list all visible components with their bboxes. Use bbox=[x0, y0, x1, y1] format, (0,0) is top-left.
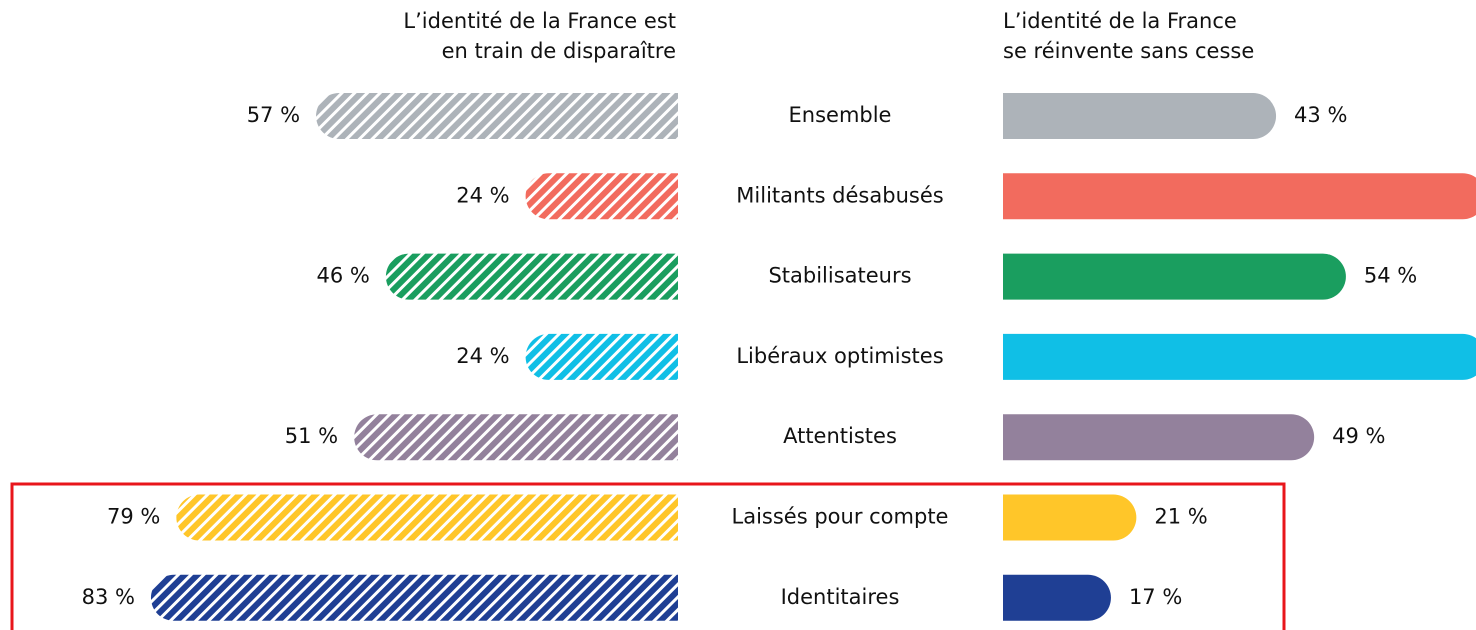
bar bbox=[1003, 253, 1346, 300]
category-label: Ensemble bbox=[789, 103, 892, 127]
value-label: 46 % bbox=[317, 264, 370, 288]
value-label: 49 % bbox=[1332, 424, 1385, 448]
bar bbox=[354, 414, 678, 461]
value-label: 21 % bbox=[1154, 505, 1207, 529]
value-label: 79 % bbox=[107, 505, 160, 529]
left-series-title: L’identité de la France est en train de … bbox=[403, 9, 676, 63]
bar bbox=[1003, 173, 1476, 220]
bar bbox=[1003, 494, 1137, 541]
bar bbox=[150, 574, 678, 621]
category-label: Laissés pour compte bbox=[732, 505, 949, 529]
category-label: Stabilisateurs bbox=[768, 264, 911, 288]
bar bbox=[525, 333, 678, 380]
bar bbox=[1003, 333, 1476, 380]
highlight-box bbox=[10, 482, 1286, 630]
category-label: Attentistes bbox=[783, 424, 897, 448]
bar bbox=[316, 93, 678, 139]
value-label: 57 % bbox=[247, 103, 300, 127]
bar bbox=[176, 494, 678, 541]
bar bbox=[525, 173, 678, 220]
bar bbox=[1003, 574, 1111, 621]
value-label: 43 % bbox=[1294, 103, 1347, 127]
value-label: 24 % bbox=[456, 344, 509, 368]
bar bbox=[385, 253, 678, 300]
value-label: 54 % bbox=[1364, 264, 1417, 288]
value-label: 24 % bbox=[456, 183, 509, 207]
category-label: Militants désabusés bbox=[736, 183, 943, 207]
value-label: 51 % bbox=[285, 424, 338, 448]
bar bbox=[1003, 93, 1277, 139]
right-series-title: L’identité de la France se réinvente san… bbox=[1003, 9, 1255, 63]
category-label: Libéraux optimistes bbox=[736, 344, 943, 368]
value-label: 83 % bbox=[82, 585, 135, 609]
category-label: Identitaires bbox=[781, 585, 900, 609]
value-label: 17 % bbox=[1129, 585, 1182, 609]
bar bbox=[1003, 414, 1315, 461]
